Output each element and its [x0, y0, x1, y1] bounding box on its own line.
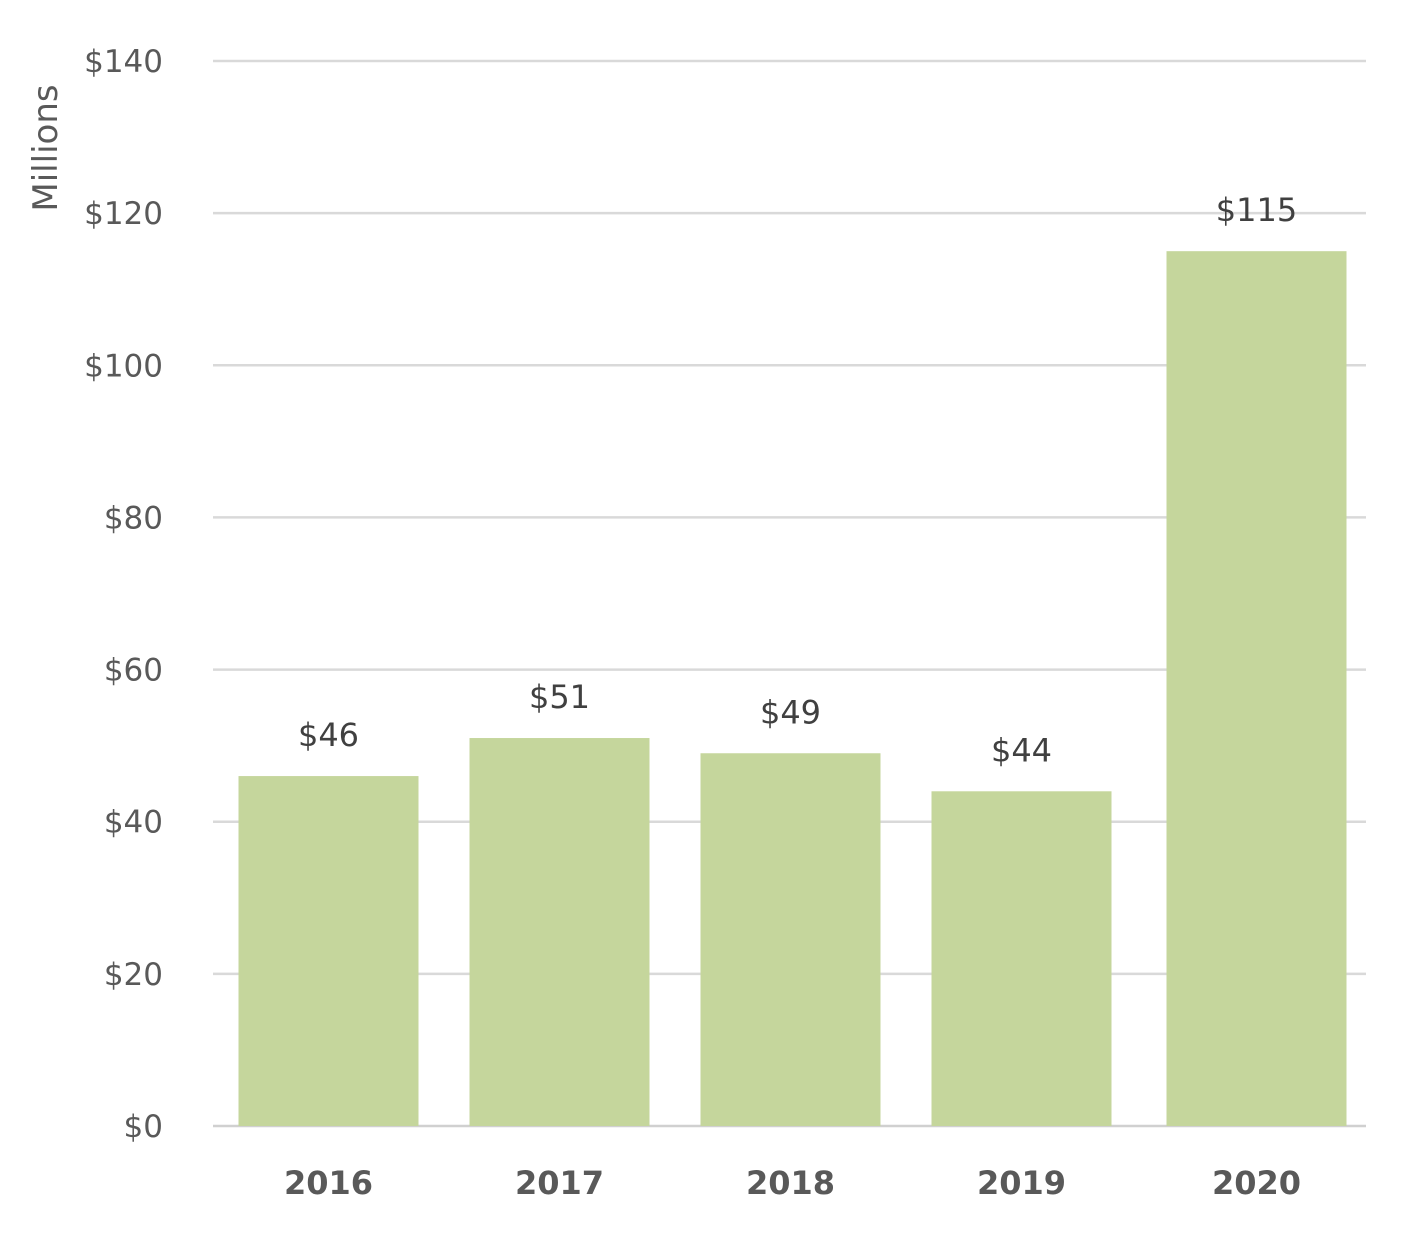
bar-2020: [1166, 251, 1347, 1126]
bar-2017: [469, 738, 650, 1126]
y-axis-title: Millions: [26, 84, 66, 211]
x-tick-label-2016: 2016: [284, 1164, 373, 1202]
y-tick-label: $140: [84, 44, 163, 80]
y-tick-label: $60: [104, 653, 163, 689]
y-tick-label: $120: [84, 196, 163, 232]
x-tick-label-2019: 2019: [977, 1164, 1066, 1202]
y-axis-ticks: $0 $20 $40 $60 $80 $100 $120 $140: [84, 44, 163, 1145]
data-label-2016: $46: [298, 716, 359, 754]
bar-2016: [238, 776, 419, 1126]
x-axis-ticks: 2016 2017 2018 2019 2020: [284, 1164, 1301, 1202]
y-tick-label: $20: [104, 957, 163, 993]
bar-2019: [931, 791, 1112, 1126]
data-labels: $46 $51 $49 $44 $115: [298, 191, 1297, 769]
x-tick-label-2020: 2020: [1212, 1164, 1301, 1202]
data-label-2019: $44: [991, 731, 1052, 769]
bar-2018: [700, 753, 881, 1126]
data-label-2017: $51: [529, 678, 590, 716]
x-tick-label-2017: 2017: [515, 1164, 604, 1202]
y-tick-label: $100: [84, 348, 163, 384]
data-label-2020: $115: [1216, 191, 1297, 229]
y-tick-label: $40: [104, 805, 163, 841]
y-tick-label: $80: [104, 500, 163, 536]
x-tick-label-2018: 2018: [746, 1164, 835, 1202]
y-tick-label: $0: [124, 1109, 163, 1145]
bars: [238, 251, 1347, 1126]
data-label-2018: $49: [760, 693, 821, 731]
